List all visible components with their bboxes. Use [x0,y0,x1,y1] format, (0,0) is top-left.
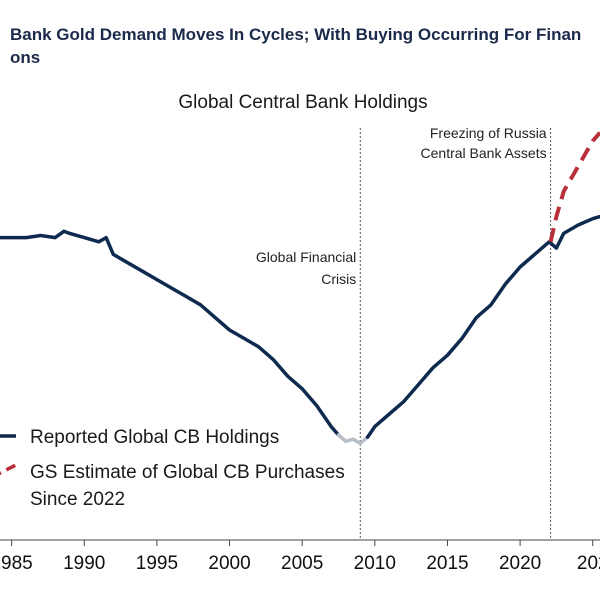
annotation-0-line-0: Global Financial [256,249,356,265]
x-tick-label-7: 2020 [499,553,541,574]
series-line-2 [365,214,600,439]
x-tick-label-0: 1985 [0,553,33,574]
x-tick-label-5: 2010 [354,553,396,574]
series-line-1 [336,433,370,446]
legend-label-1-line-0: GS Estimate of Global CB Purchases [30,462,345,483]
annotation-1-line-1: Central Bank Assets [421,145,547,161]
x-tick-label-1: 1990 [63,553,105,574]
series-line-3 [548,131,600,243]
legend-swatch-1 [0,463,17,475]
x-tick-label-6: 2015 [426,553,468,574]
legend-label-0: Reported Global CB Holdings [30,427,279,448]
header-line-2: ons [10,48,41,67]
x-tick-label-4: 2005 [281,553,323,574]
x-tick-label-8: 202 [577,553,600,574]
annotation-1-line-0: Freezing of Russia [430,125,547,141]
legend-label-1-line-1: Since 2022 [30,489,125,510]
x-tick-label-2: 1995 [136,553,178,574]
header-line-1: Bank Gold Demand Moves In Cycles; With B… [10,25,582,44]
annotation-0-line-1: Crisis [321,271,356,287]
series-line-0 [0,229,341,437]
x-tick-label-3: 2000 [208,553,250,574]
chart-title: Global Central Bank Holdings [178,92,427,113]
